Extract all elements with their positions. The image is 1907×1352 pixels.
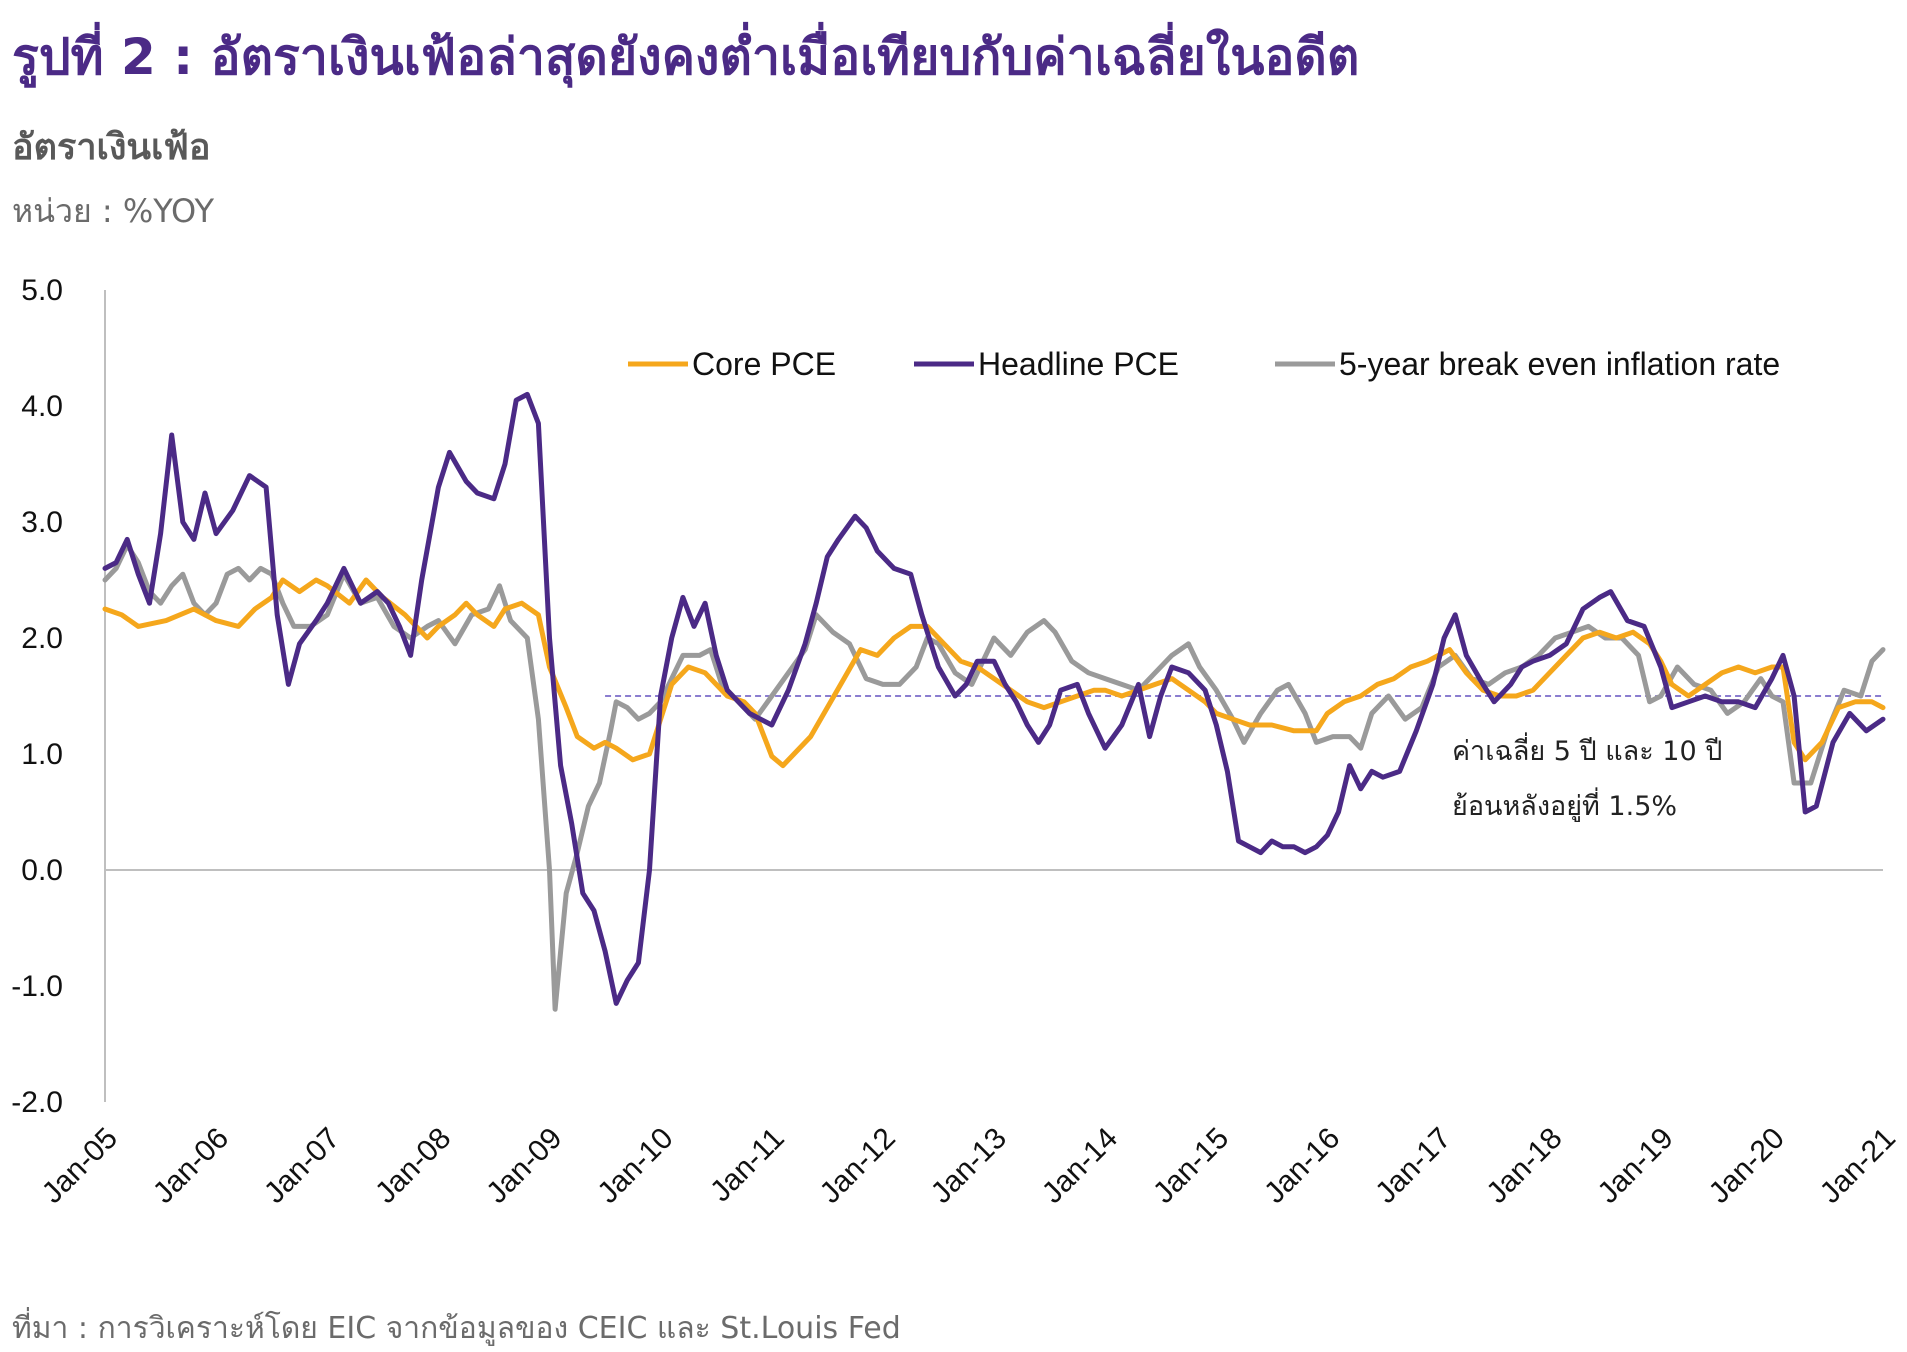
- y-tick-label: 5.0: [21, 274, 63, 307]
- y-tick-label: 1.0: [21, 738, 63, 771]
- chart-subtitle: อัตราเงินเฟ้อ: [12, 127, 211, 168]
- x-tick-label: Jan-06: [147, 1122, 235, 1210]
- x-tick-label: Jan-18: [1480, 1122, 1568, 1210]
- page-title: รูปที่ 2 : อัตราเงินเฟ้อล่าสุดยังคงต่ำเม…: [12, 28, 1360, 86]
- chart-axes: [104, 290, 1883, 1102]
- x-tick-label: Jan-21: [1814, 1122, 1902, 1210]
- x-tick-label: Jan-11: [704, 1122, 791, 1209]
- x-tick-label: Jan-13: [925, 1122, 1013, 1210]
- annotation-line-2: ย้อนหลังอยู่ที่ 1.5%: [1452, 787, 1677, 822]
- series-line-5-year-break-even-inflation-rate: [102, 542, 1886, 1012]
- legend-label-headline-pce: Headline PCE: [978, 346, 1179, 382]
- y-tick-label: 3.0: [21, 506, 63, 539]
- y-axis-ticks: -2.0 -1.0 0.0 1.0 2.0 3.0 4.0 5.0: [11, 274, 63, 1119]
- y-tick-label: 4.0: [21, 390, 63, 423]
- x-tick-label: Jan-09: [480, 1122, 568, 1210]
- series-lines: [102, 391, 1886, 1012]
- x-axis-ticks: Jan-05 Jan-06 Jan-07 Jan-08 Jan-09 Jan-10 Jan-…: [36, 1122, 1902, 1210]
- x-tick-label: Jan-20: [1703, 1122, 1791, 1210]
- chart-legend: Core PCE Headline PCE 5-year break even in…: [628, 346, 1780, 382]
- x-tick-label: Jan-05: [36, 1122, 124, 1210]
- x-tick-label: Jan-12: [814, 1122, 902, 1210]
- x-tick-label: Jan-07: [258, 1122, 346, 1210]
- x-tick-label: Jan-14: [1036, 1122, 1124, 1210]
- series-line-headline-pce: [102, 391, 1886, 1006]
- legend-label-core-pce: Core PCE: [692, 346, 836, 382]
- chart-unit: หน่วย : %YOY: [12, 192, 214, 230]
- source-note: ที่มา : การวิเคราะห์โดย EIC จากข้อมูลของ…: [12, 1311, 901, 1346]
- y-tick-label: -1.0: [11, 970, 63, 1003]
- annotation-line-1: ค่าเฉลี่ย 5 ปี และ 10 ปี: [1452, 732, 1722, 767]
- x-tick-label: Jan-19: [1591, 1122, 1679, 1210]
- x-tick-label: Jan-08: [369, 1122, 457, 1210]
- x-tick-label: Jan-10: [591, 1122, 679, 1210]
- x-tick-label: Jan-15: [1147, 1122, 1235, 1210]
- x-tick-label: Jan-17: [1369, 1122, 1457, 1210]
- legend-label-5-year-break-even-inflation-rate: 5-year break even inflation rate: [1339, 346, 1780, 382]
- series-line-core-pce: [102, 577, 1886, 769]
- y-tick-label: -2.0: [11, 1086, 63, 1119]
- y-tick-label: 2.0: [21, 622, 63, 655]
- reference-annotation: ค่าเฉลี่ย 5 ปี และ 10 ปีย้อนหลังอยู่ที่ …: [1452, 732, 1722, 822]
- x-tick-label: Jan-16: [1258, 1122, 1346, 1210]
- y-tick-label: 0.0: [21, 854, 63, 887]
